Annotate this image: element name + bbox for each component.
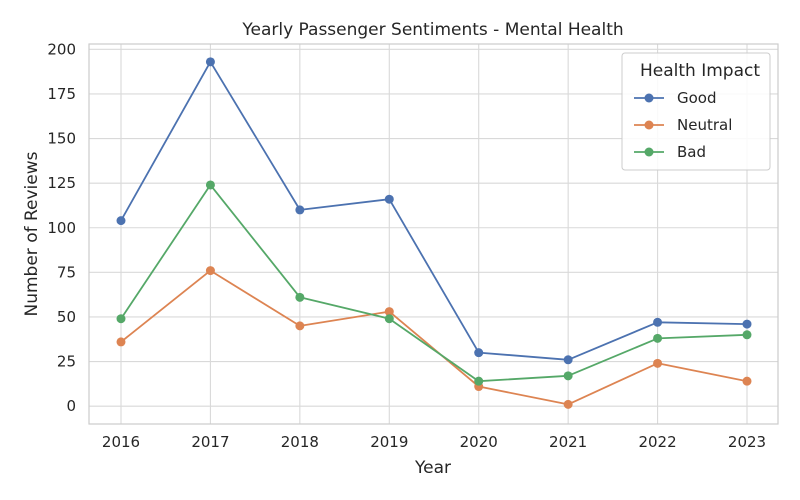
x-tick-label: 2022 <box>638 433 676 451</box>
series-line <box>120 183 748 383</box>
y-tick-labels: 0 25 50 75 100 125 150 175 200 <box>47 40 76 415</box>
x-tick-label: 2018 <box>281 433 319 451</box>
legend-label: Good <box>677 89 717 107</box>
x-tick-label: 2017 <box>191 433 229 451</box>
data-point <box>205 180 215 190</box>
legend-box <box>621 52 771 171</box>
data-point <box>205 57 215 67</box>
legend-label: Neutral <box>677 116 732 134</box>
data-point <box>205 266 215 276</box>
x-axis-label: Year <box>414 458 451 478</box>
data-point <box>384 314 394 324</box>
data-point <box>474 376 484 386</box>
series-lines <box>116 57 752 409</box>
legend-item-good: Good <box>634 89 717 107</box>
chart-title: Yearly Passenger Sentiments - Mental Hea… <box>241 20 623 40</box>
legend-items: Good Neutral Bad <box>634 89 732 161</box>
series-bad <box>116 180 752 386</box>
x-tick-label: 2016 <box>102 433 140 451</box>
data-point <box>384 194 394 204</box>
data-point <box>116 337 126 347</box>
y-tick-label: 75 <box>57 263 76 281</box>
legend-marker-icon <box>644 93 654 103</box>
legend-marker-icon <box>644 147 654 157</box>
data-point <box>474 348 484 358</box>
legend-marker-icon <box>644 120 654 130</box>
data-point <box>295 292 305 302</box>
data-point <box>563 371 573 381</box>
legend: Health Impact Good Neutral Bad <box>621 52 771 171</box>
y-tick-label: 200 <box>47 40 76 58</box>
x-tick-label: 2023 <box>728 433 766 451</box>
data-point <box>742 330 752 340</box>
x-tick-label: 2020 <box>460 433 498 451</box>
data-point <box>116 314 126 324</box>
y-tick-label: 175 <box>47 85 76 103</box>
y-tick-label: 100 <box>47 219 76 237</box>
legend-item-neutral: Neutral <box>634 116 732 134</box>
y-axis-label: Number of Reviews <box>22 151 42 316</box>
series-good <box>116 57 752 365</box>
data-point <box>742 319 752 329</box>
data-point <box>563 355 573 365</box>
y-tick-label: 125 <box>47 174 76 192</box>
data-point <box>295 205 305 215</box>
y-tick-label: 150 <box>47 130 76 148</box>
data-point <box>742 376 752 386</box>
x-tick-label: 2021 <box>549 433 587 451</box>
data-point <box>653 333 663 343</box>
series-line <box>120 60 748 361</box>
x-tick-label: 2019 <box>370 433 408 451</box>
data-point <box>653 358 663 368</box>
data-point <box>563 399 573 409</box>
y-tick-label: 50 <box>57 308 76 326</box>
y-tick-label: 0 <box>66 397 76 415</box>
x-tick-labels: 2016 2017 2018 2019 2020 2021 2022 2023 <box>102 433 766 451</box>
data-point <box>295 321 305 331</box>
legend-label: Bad <box>677 143 706 161</box>
plot-frame <box>88 43 779 425</box>
y-tick-label: 25 <box>57 353 76 371</box>
legend-title: Health Impact <box>640 61 760 81</box>
data-point <box>653 317 663 327</box>
data-point <box>384 307 394 317</box>
data-point <box>116 216 126 226</box>
legend-item-bad: Bad <box>634 143 706 161</box>
